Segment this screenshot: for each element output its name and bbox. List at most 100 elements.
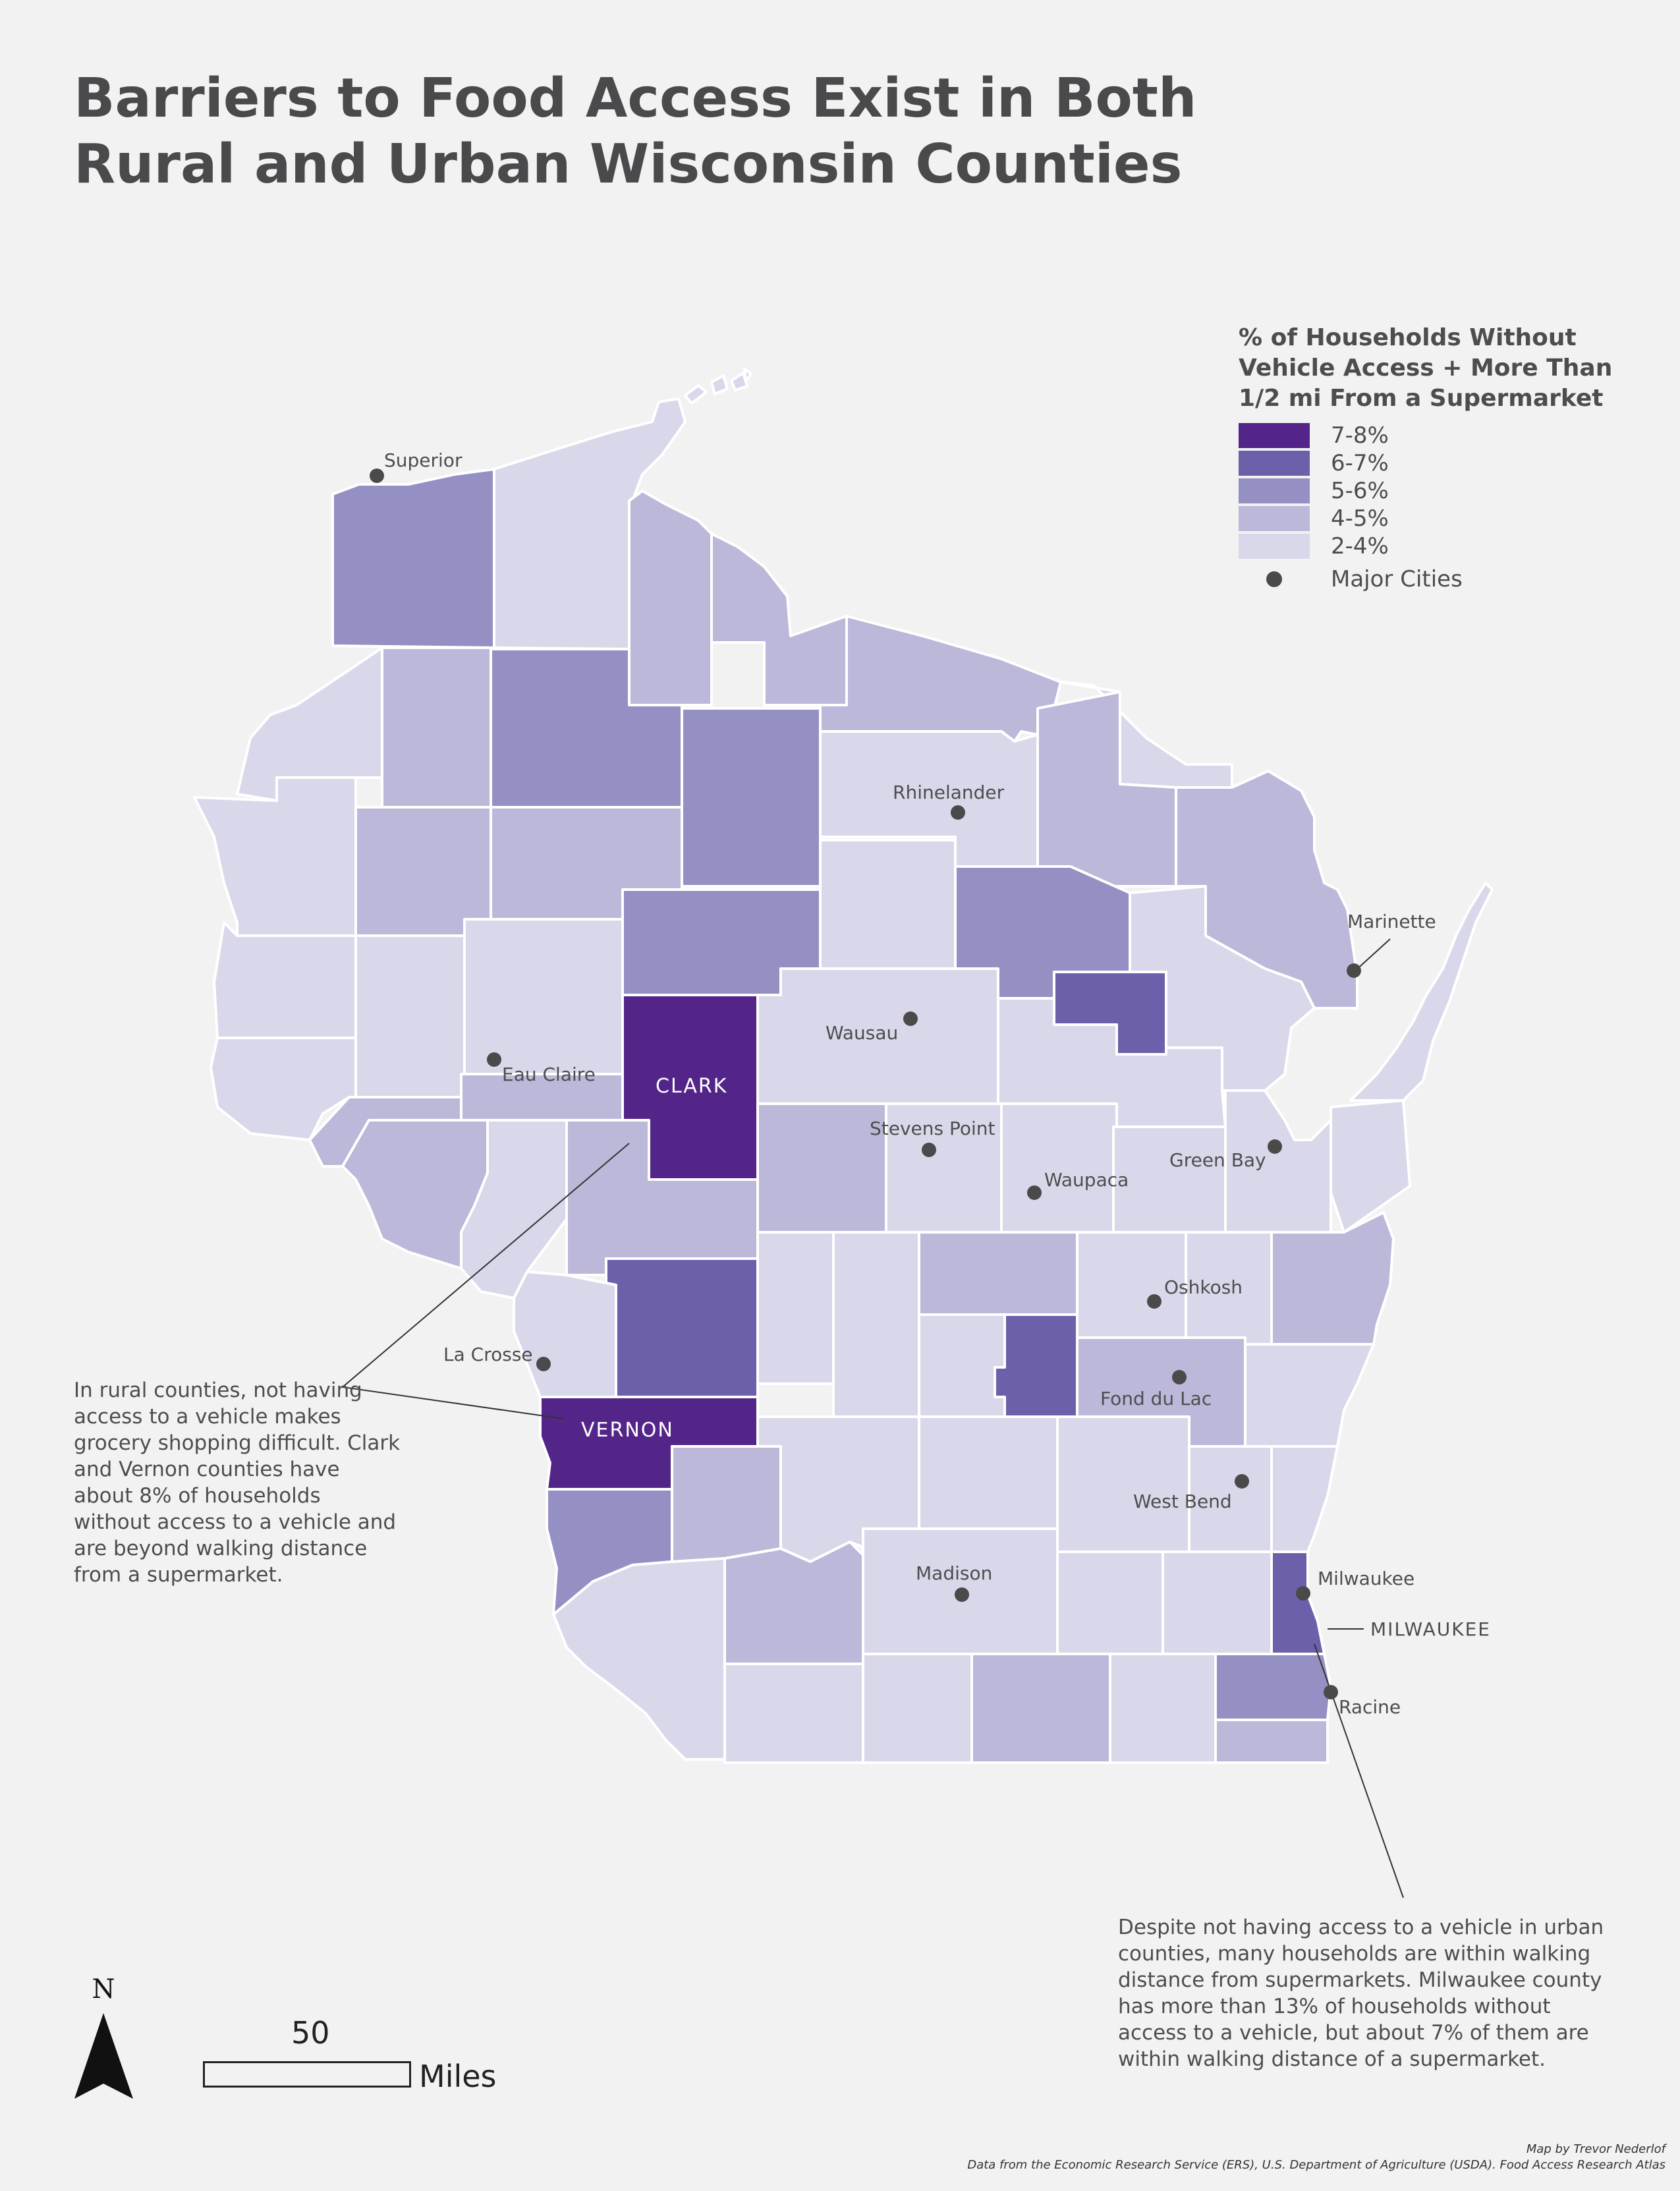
map-title-line-2: Rural and Urban Wisconsin Counties <box>74 133 1183 196</box>
map-title-line-1: Barriers to Food Access Exist in Both <box>74 67 1197 130</box>
north-label: N <box>92 1974 115 2005</box>
scale-bar <box>203 2061 411 2088</box>
legend-swatch <box>1239 506 1310 531</box>
county-la-crosse <box>513 1270 617 1398</box>
city-la-crosse: La Crosse <box>443 1344 551 1371</box>
city-label: Oshkosh <box>1164 1276 1243 1298</box>
county-adams <box>832 1231 920 1418</box>
city-superior: Superior <box>370 449 462 483</box>
city-milwaukee: Milwaukee <box>1296 1568 1414 1601</box>
clark-leader <box>341 1143 630 1419</box>
apostle-islands <box>684 368 752 405</box>
city-dot <box>536 1357 551 1371</box>
county-dunn <box>354 934 466 1098</box>
county-iowa <box>723 1541 864 1665</box>
county-marquette <box>918 1313 1006 1418</box>
county-walworth <box>1109 1653 1217 1764</box>
county-outagamie <box>1112 1125 1227 1234</box>
city-dot <box>903 1011 918 1026</box>
credit-author: Map by Trevor Nederlof <box>1526 2142 1666 2156</box>
county-dodge <box>1056 1415 1190 1553</box>
county-racine <box>1214 1653 1332 1721</box>
legend-title-line-2: Vehicle Access + More Than <box>1239 355 1613 382</box>
city-label: Wausau <box>826 1022 898 1044</box>
city-oshkosh: Oshkosh <box>1147 1276 1243 1309</box>
city-waupaca: Waupaca <box>1027 1169 1129 1200</box>
county-green-lake <box>994 1313 1078 1418</box>
marinette-leader <box>1353 938 1391 973</box>
city-dot <box>1172 1370 1187 1384</box>
county-jefferson <box>1056 1551 1164 1655</box>
legend-item: 7-8% <box>1239 422 1634 449</box>
county-iron <box>710 532 848 706</box>
legend-item: 4-5% <box>1239 505 1634 532</box>
credit-source: Data from the Economic Research Service … <box>967 2158 1666 2172</box>
county-juneau <box>756 1231 835 1385</box>
county-richland <box>671 1445 782 1563</box>
county-ozaukee <box>1270 1445 1339 1553</box>
legend-swatch <box>1239 451 1310 476</box>
county-lincoln <box>819 839 957 970</box>
city-layer: Superior Rhinelander Marinette Wausau Ea… <box>370 449 1436 1718</box>
city-dot <box>1324 1685 1338 1699</box>
city-label: Madison <box>916 1562 992 1584</box>
city-label: Fond du Lac <box>1100 1388 1212 1409</box>
legend-item: 2-4% <box>1239 532 1634 560</box>
city-dot <box>487 1052 501 1067</box>
county-columbia <box>918 1415 1059 1530</box>
county-lafayette <box>723 1663 864 1764</box>
city-dot <box>951 805 965 820</box>
city-label: La Crosse <box>443 1344 533 1365</box>
city-dot <box>370 469 384 483</box>
county-milwaukee <box>1270 1551 1326 1655</box>
county-sheboygan <box>1244 1343 1375 1448</box>
city-dot <box>1027 1185 1042 1200</box>
county-kewaunee <box>1330 1099 1411 1234</box>
scale-bar-value: 50 <box>291 2015 330 2051</box>
county-label-clark: CLARK <box>656 1075 727 1098</box>
city-fond-du-lac: Fond du Lac <box>1100 1370 1212 1409</box>
city-green-bay: Green Bay <box>1169 1139 1282 1171</box>
city-dot <box>955 1587 969 1602</box>
urban-annotation: Despite not having access to a vehicle i… <box>1118 1916 1604 2071</box>
rural-annotation: In rural counties, not having access to … <box>74 1379 401 1587</box>
county-price <box>681 707 822 888</box>
city-label: Waupaca <box>1044 1169 1129 1191</box>
city-label: Milwaukee <box>1318 1568 1414 1589</box>
county-green <box>862 1653 973 1764</box>
county-manitowoc <box>1270 1211 1395 1346</box>
legend-label: 4-5% <box>1331 505 1389 532</box>
county-pierce <box>210 1037 357 1141</box>
legend-title-line-3: 1/2 mi From a Supermarket <box>1239 385 1604 412</box>
legend-swatch <box>1239 534 1310 559</box>
city-dot <box>1347 963 1361 978</box>
county-washburn <box>381 646 492 809</box>
legend-label: 6-7% <box>1331 450 1389 476</box>
county-waupaca <box>1000 1102 1118 1234</box>
city-dot <box>1296 1586 1310 1601</box>
county-door <box>1349 882 1494 1102</box>
city-label: West Bend <box>1133 1491 1232 1512</box>
city-label: Stevens Point <box>870 1118 995 1139</box>
county-rock <box>970 1653 1111 1764</box>
city-dot <box>1268 1139 1282 1154</box>
north-arrow-icon: N <box>74 1974 133 2099</box>
city-dot-icon <box>1266 571 1282 587</box>
city-west-bend: West Bend <box>1133 1474 1249 1512</box>
island-4 <box>743 368 752 382</box>
city-label: Superior <box>384 449 462 471</box>
legend-label: Major Cities <box>1331 566 1463 592</box>
city-dot <box>1235 1474 1249 1489</box>
county-grant <box>552 1557 726 1761</box>
city-dot <box>922 1143 936 1157</box>
county-label-milwaukee: MILWAUKEE <box>1370 1618 1491 1640</box>
county-kenosha <box>1214 1719 1329 1764</box>
legend-title-line-1: % of Households Without <box>1239 324 1577 351</box>
county-polk <box>193 776 357 937</box>
county-label-vernon: VERNON <box>581 1419 674 1442</box>
legend-label: 2-4% <box>1331 533 1389 559</box>
legend-swatch <box>1239 478 1310 503</box>
county-st-croix <box>213 921 357 1039</box>
city-label: Green Bay <box>1169 1149 1266 1171</box>
